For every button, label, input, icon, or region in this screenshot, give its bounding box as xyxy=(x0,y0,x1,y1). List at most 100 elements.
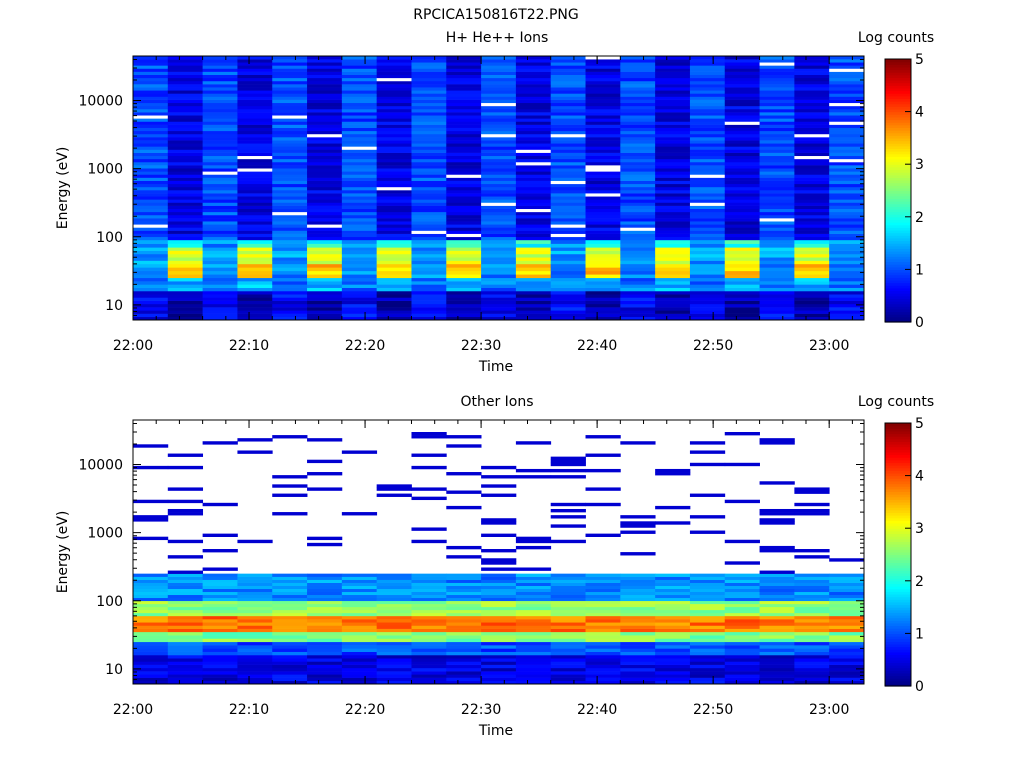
heatmap-cell xyxy=(411,582,447,586)
heatmap-cell xyxy=(515,214,552,219)
heatmap-cell xyxy=(585,287,621,292)
heatmap-cell xyxy=(655,108,691,113)
heatmap-cell xyxy=(550,250,586,255)
heatmap-cell xyxy=(689,631,726,636)
colorbar-swatch xyxy=(885,314,911,318)
heatmap-cell xyxy=(829,658,865,662)
heatmap-cell xyxy=(689,161,726,166)
heatmap-cell xyxy=(829,155,865,160)
x-tick-label: 22:20 xyxy=(345,702,385,718)
heatmap-cell xyxy=(724,140,760,144)
heatmap-cell xyxy=(794,612,830,617)
heatmap-cell xyxy=(167,146,204,150)
heatmap-cell xyxy=(515,648,552,652)
heatmap-cell xyxy=(585,615,621,620)
heatmap-cell xyxy=(446,180,482,185)
heatmap-cell xyxy=(202,631,238,636)
heatmap-cell xyxy=(446,603,482,608)
heatmap-cell xyxy=(515,674,552,678)
heatmap-cell xyxy=(550,615,586,620)
heatmap-cell xyxy=(446,247,482,251)
heatmap-cell xyxy=(550,313,586,318)
heatmap-cell xyxy=(307,214,343,219)
heatmap-cell xyxy=(202,183,238,188)
heatmap-cell xyxy=(481,622,517,626)
heatmap-cell xyxy=(655,193,691,197)
colorbar-frame xyxy=(884,58,912,323)
heatmap-cell xyxy=(759,80,795,85)
heatmap-cell xyxy=(689,174,726,178)
heatmap-cell xyxy=(446,214,482,219)
heatmap-cell xyxy=(620,615,656,620)
heatmap-cell xyxy=(689,196,726,200)
heatmap-cell xyxy=(550,582,586,586)
heatmap-cell xyxy=(446,677,482,682)
heatmap-cell xyxy=(202,267,238,272)
heatmap-cell xyxy=(446,270,482,275)
heatmap-cell xyxy=(341,105,378,110)
heatmap-cell xyxy=(167,74,204,79)
heatmap-cell xyxy=(759,127,795,132)
heatmap-cell xyxy=(237,155,273,160)
heatmap-cell xyxy=(759,297,795,301)
heatmap-cell xyxy=(724,677,760,682)
heatmap-cell xyxy=(133,628,169,633)
heatmap-cell xyxy=(446,140,482,144)
heatmap-cell xyxy=(655,625,691,629)
heatmap-cell xyxy=(237,290,273,295)
heatmap-cell xyxy=(202,59,238,63)
colorbar-swatch xyxy=(885,454,911,458)
heatmap-cell xyxy=(133,115,169,119)
heatmap-cell xyxy=(481,65,517,69)
heatmap-cell xyxy=(515,202,552,206)
heatmap-cell xyxy=(550,152,586,157)
heatmap-cell xyxy=(585,80,621,85)
heatmap-cell xyxy=(829,59,865,63)
heatmap-cell xyxy=(829,127,865,132)
heatmap-cell xyxy=(481,274,517,279)
heatmap-cell xyxy=(237,121,273,125)
heatmap-cell xyxy=(307,137,343,141)
heatmap-cell xyxy=(550,168,586,172)
heatmap-cell xyxy=(167,214,204,219)
heatmap-cell xyxy=(655,579,691,583)
heatmap-cell xyxy=(585,435,621,439)
heatmap-cell xyxy=(515,603,552,608)
heatmap-cell xyxy=(481,236,517,241)
heatmap-cell xyxy=(550,609,586,614)
heatmap-cell xyxy=(446,253,482,258)
heatmap-cell xyxy=(376,648,412,652)
heatmap-cell xyxy=(446,582,482,586)
heatmap-cell xyxy=(550,183,586,188)
heatmap-cell xyxy=(341,641,378,646)
heatmap-cell xyxy=(481,591,517,596)
heatmap-cell xyxy=(376,274,412,279)
heatmap-cell xyxy=(724,635,760,639)
heatmap-cell xyxy=(550,267,586,272)
heatmap-cell xyxy=(481,582,517,586)
heatmap-cell xyxy=(794,74,830,79)
heatmap-cell xyxy=(341,202,378,206)
heatmap-cell xyxy=(411,143,447,147)
colorbar-swatch xyxy=(885,253,911,257)
heatmap-cell xyxy=(585,303,621,308)
heatmap-cell xyxy=(272,224,308,228)
heatmap-cell xyxy=(724,84,760,88)
heatmap-cell xyxy=(481,161,517,166)
heatmap-cell xyxy=(133,250,169,255)
heatmap-cell xyxy=(237,274,273,279)
heatmap-cell xyxy=(585,453,621,457)
heatmap-cell xyxy=(411,161,447,166)
heatmap-cell xyxy=(411,183,447,188)
heatmap-cell xyxy=(446,297,482,301)
x-tick-label: 22:30 xyxy=(461,338,501,354)
heatmap-cell xyxy=(446,658,482,662)
heatmap-cell xyxy=(411,680,447,685)
heatmap-cell xyxy=(272,183,308,188)
heatmap-cell xyxy=(829,140,865,144)
heatmap-cell xyxy=(689,149,726,153)
heatmap-cell xyxy=(446,99,482,104)
colorbar-swatch xyxy=(885,538,911,542)
colorbar-swatch xyxy=(885,596,911,600)
heatmap-cell xyxy=(376,277,412,282)
